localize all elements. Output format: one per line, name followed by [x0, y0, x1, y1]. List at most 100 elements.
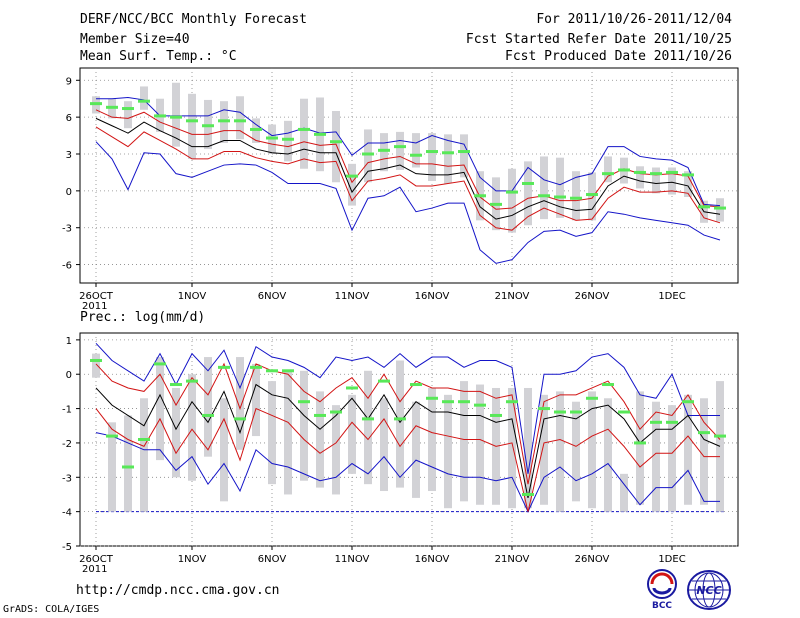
- prec-median-marker: [154, 362, 166, 366]
- temp-bar: [284, 120, 292, 162]
- prec-bar: [428, 387, 436, 492]
- prec-line-inner-min: [95, 407, 720, 512]
- prec-bar: [588, 391, 596, 509]
- temp-median-marker: [410, 153, 422, 157]
- temp-median-marker: [330, 140, 342, 144]
- prec-xtick-label: 26NOV: [575, 554, 610, 565]
- prec-bar: [476, 384, 484, 505]
- prec-median-marker: [650, 420, 662, 424]
- prec-bar: [684, 394, 692, 505]
- prec-bar: [364, 370, 372, 485]
- prec-xtick-label: 21NOV: [495, 554, 530, 565]
- prec-median-marker: [314, 413, 326, 417]
- temp-median-marker: [554, 195, 566, 199]
- temp-ytick-label: 6: [66, 113, 72, 124]
- prec-bar: [124, 415, 132, 512]
- temp-median-marker: [122, 107, 134, 111]
- temp-frame: [79, 67, 739, 284]
- temp-median-marker: [714, 206, 726, 210]
- temp-bar: [332, 111, 340, 183]
- source-url[interactable]: http://cmdp.ncc.cma.gov.cn: [76, 583, 280, 598]
- grads-credit: GrADS: COLA/IGES: [3, 604, 100, 615]
- temp-bar: [140, 86, 148, 110]
- temp-line-outer-min: [95, 141, 721, 264]
- prec-median-marker: [298, 400, 310, 404]
- temp-xtick-label: 11NOV: [335, 291, 370, 302]
- temp-xtick-label: 1NOV: [178, 291, 207, 302]
- temp-median-marker: [346, 174, 358, 178]
- prec-bar: [460, 381, 468, 502]
- temp-bar: [604, 156, 612, 183]
- temp-bar: [188, 93, 196, 159]
- temp-ytick-label: 0: [66, 187, 72, 198]
- prec-median-marker: [394, 417, 406, 421]
- temp-ytick-label: 3: [66, 150, 72, 161]
- prec-line-inner-max: [95, 362, 721, 485]
- prec-bar: [620, 473, 628, 512]
- forecast-period: For 2011/10/26-2011/12/04: [536, 12, 732, 27]
- temp-bar: [380, 133, 388, 172]
- prec-bar: [668, 405, 676, 512]
- prec-line-outer-max: [95, 342, 720, 474]
- prec-bar: [572, 401, 580, 502]
- temp-xtick-year: 2011: [82, 301, 107, 312]
- prec-ytick-label: -3: [62, 473, 72, 484]
- prec-median-marker: [586, 396, 598, 400]
- temp-median-marker: [138, 99, 150, 103]
- prec-bar: [252, 363, 260, 437]
- member-size-label: Member Size=40: [80, 32, 190, 47]
- prec-median-marker: [282, 369, 294, 373]
- variable-label: Mean Surf. Temp.: °C: [80, 49, 237, 64]
- prec-bar: [204, 357, 212, 457]
- temp-xtick-label: 1DEC: [658, 291, 685, 302]
- prec-median-marker: [106, 434, 118, 438]
- prec-bar: [156, 357, 164, 461]
- temp-bar: [636, 166, 644, 189]
- temp-bar: [124, 101, 132, 129]
- prec-bar: [348, 394, 356, 474]
- temp-median-marker: [234, 119, 246, 123]
- temp-median-marker: [522, 181, 534, 185]
- temp-ytick-label: -6: [62, 261, 72, 272]
- temp-bar: [364, 129, 372, 183]
- temp-median-marker: [362, 152, 374, 156]
- temp-xtick-label: 21NOV: [495, 291, 530, 302]
- temp-bar: [716, 198, 724, 222]
- temp-median-marker: [618, 168, 630, 172]
- bcc-logo-icon: BCC: [647, 569, 677, 611]
- prec-median-marker: [426, 396, 438, 400]
- temp-xtick-label: 6NOV: [258, 291, 287, 302]
- temp-bar: [428, 133, 436, 182]
- prec-median-marker: [378, 379, 390, 383]
- prec-bar: [332, 405, 340, 495]
- temp-xtick-label: 26OCT: [79, 291, 114, 302]
- prec-median-marker: [666, 420, 678, 424]
- prec-median-marker: [458, 400, 470, 404]
- prec-ytick-label: -5: [62, 542, 72, 553]
- prec-bar: [412, 401, 420, 498]
- prec-line-mean: [95, 383, 721, 499]
- prec-median-marker: [234, 417, 246, 421]
- prec-bar: [220, 398, 228, 502]
- prec-xtick-label: 16NOV: [415, 554, 450, 565]
- prec-median-marker: [506, 400, 518, 404]
- temp-bar: [588, 172, 596, 221]
- temp-median-marker: [506, 190, 518, 194]
- prec-bar: [396, 360, 404, 488]
- prec-bar: [316, 391, 324, 488]
- temp-median-marker: [586, 193, 598, 197]
- temp-median-marker: [426, 150, 438, 154]
- temp-ytick-label: -3: [62, 224, 72, 235]
- temp-median-marker: [682, 173, 694, 177]
- temp-median-marker: [666, 170, 678, 174]
- temp-bar: [540, 156, 548, 220]
- temp-median-marker: [570, 196, 582, 200]
- prec-median-marker: [362, 417, 374, 421]
- temp-median-marker: [298, 127, 310, 131]
- prec-ytick-label: 0: [66, 370, 72, 381]
- prec-ytick-label: 1: [66, 336, 72, 347]
- prec-median-marker: [138, 438, 150, 441]
